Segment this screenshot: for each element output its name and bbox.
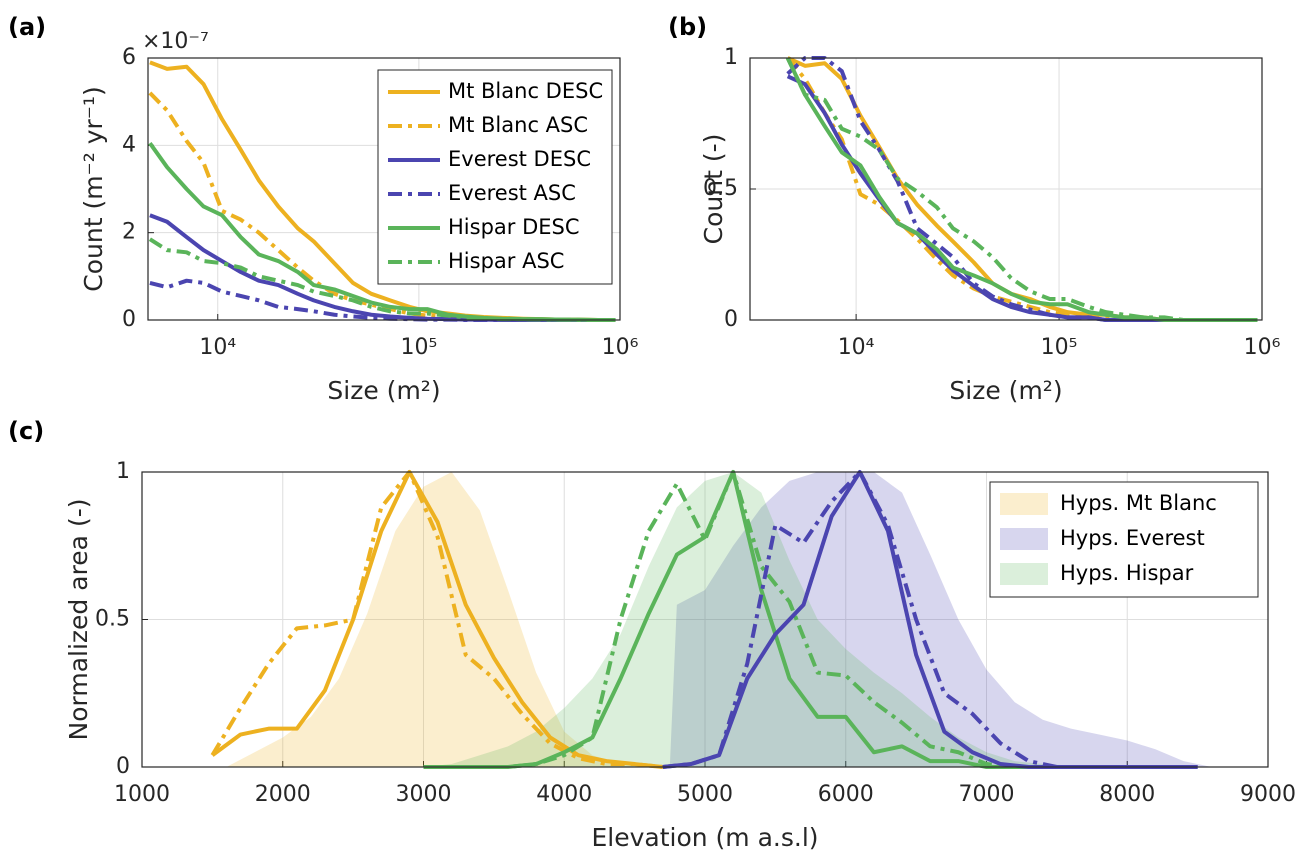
x-tick-label: 10⁴ bbox=[199, 335, 236, 360]
legend-entry: Hyps. Hispar bbox=[1060, 561, 1194, 585]
x-tick-label: 2000 bbox=[255, 782, 311, 807]
x-axis-label: Size (m²) bbox=[949, 376, 1062, 405]
y-tick-label: 0 bbox=[122, 307, 136, 332]
y-tick-label: 0.5 bbox=[703, 176, 738, 201]
y-axis-label: Count (-) bbox=[699, 134, 728, 245]
x-tick-label: 10⁵ bbox=[400, 335, 437, 360]
legend-entry: Hyps. Mt Blanc bbox=[1060, 491, 1217, 515]
y-tick-label: 1 bbox=[116, 459, 130, 484]
y-tick-label: 0.5 bbox=[95, 607, 130, 632]
panel: 10⁴ 10⁵ 10⁶ 0 2 4 6 (a) Size (m²) Count (m⁻² yr⁻¹… bbox=[8, 13, 639, 405]
hypsometry-area bbox=[423, 472, 1100, 767]
y-tick-label: 0 bbox=[724, 307, 738, 332]
legend-entry: Mt Blanc ASC bbox=[448, 113, 588, 137]
x-axis-label: Elevation (m a.s.l) bbox=[591, 823, 818, 852]
y-tick-label: 6 bbox=[122, 45, 136, 70]
panel-label: (a) bbox=[8, 13, 46, 41]
legend-entry: Hyps. Everest bbox=[1060, 526, 1205, 550]
legend-entry: Hispar DESC bbox=[448, 215, 580, 239]
x-tick-label: 8000 bbox=[1099, 782, 1155, 807]
x-tick-label: 5000 bbox=[677, 782, 733, 807]
x-tick-label: 10⁵ bbox=[1041, 335, 1078, 360]
axis-multiplier: ×10⁻⁷ bbox=[142, 29, 209, 54]
axes-frame bbox=[141, 471, 1269, 768]
y-tick-label: 1 bbox=[724, 45, 738, 70]
x-tick-label: 6000 bbox=[818, 782, 874, 807]
data-line bbox=[423, 470, 1100, 769]
y-tick-label: 4 bbox=[122, 132, 136, 157]
x-tick-label: 10⁴ bbox=[838, 335, 875, 360]
panel-label: (b) bbox=[668, 13, 707, 41]
data-line bbox=[211, 470, 663, 769]
hypsometry-area bbox=[669, 472, 1212, 767]
legend-swatch bbox=[1000, 493, 1048, 515]
axes-frame bbox=[749, 57, 1263, 321]
legend-entry: Mt Blanc DESC bbox=[448, 79, 603, 103]
data-line bbox=[210, 470, 663, 769]
legend-entry: Hispar ASC bbox=[448, 249, 564, 273]
x-axis-label: Size (m²) bbox=[327, 376, 440, 405]
axes-frame bbox=[147, 57, 621, 321]
legend-entry: Everest DESC bbox=[448, 147, 591, 171]
legend-box bbox=[377, 69, 613, 285]
y-axis-label: Normalized area (-) bbox=[64, 499, 93, 741]
x-tick-label: 10⁶ bbox=[1244, 335, 1281, 360]
x-tick-label: 1000 bbox=[114, 782, 170, 807]
x-tick-label: 7000 bbox=[959, 782, 1015, 807]
y-tick-label: 0 bbox=[116, 754, 130, 779]
y-tick-label: 2 bbox=[122, 220, 136, 245]
x-tick-label: 9000 bbox=[1240, 782, 1296, 807]
x-tick-label: 4000 bbox=[536, 782, 592, 807]
legend-swatch bbox=[1000, 563, 1048, 585]
panel: 10⁴ 10⁵ 10⁶ 0 0.5 1 (b) Size (m²) Count (-) bbox=[668, 13, 1281, 405]
panel: 1000 2000 3000 4000 5000 6000 7000 8000 9000 0 0.5… bbox=[8, 417, 1296, 852]
legend-box bbox=[989, 481, 1259, 598]
y-axis-label: Count (m⁻² yr⁻¹) bbox=[79, 86, 108, 292]
legend-entry: Everest ASC bbox=[448, 181, 576, 205]
panel-label: (c) bbox=[8, 417, 44, 445]
hypsometry-area bbox=[226, 472, 649, 767]
x-tick-label: 10⁶ bbox=[602, 335, 639, 360]
legend-swatch bbox=[1000, 528, 1048, 550]
x-tick-label: 3000 bbox=[396, 782, 452, 807]
